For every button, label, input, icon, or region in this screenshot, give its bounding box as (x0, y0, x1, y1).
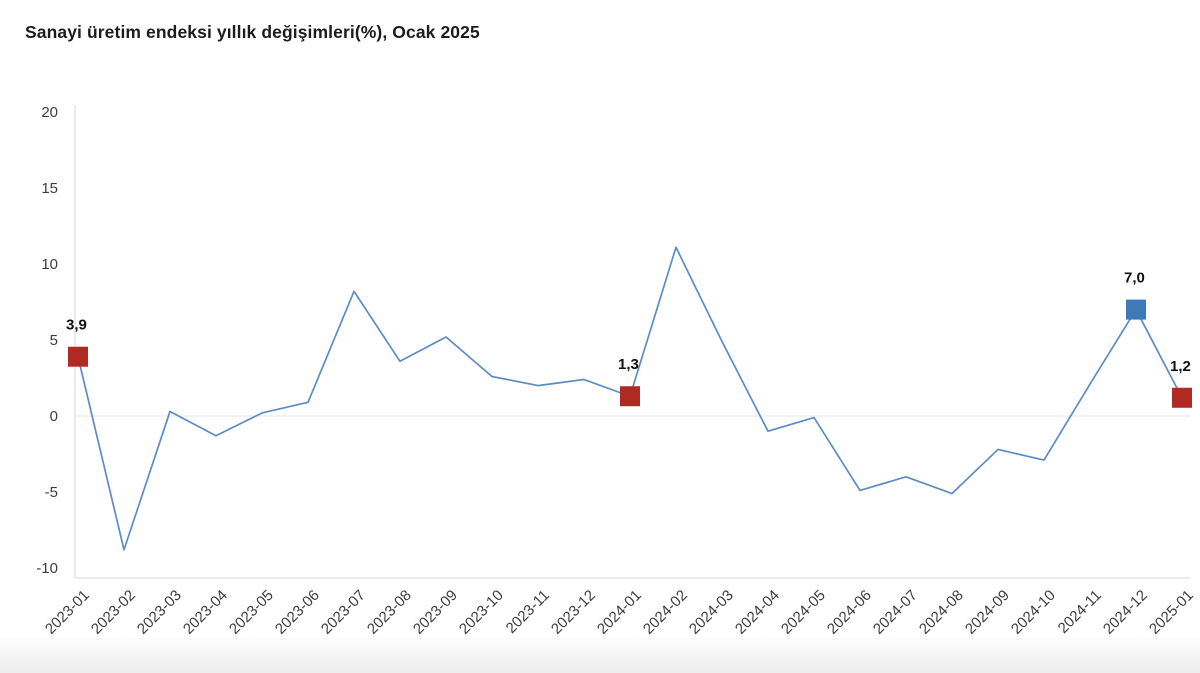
y-tick-label: 20 (41, 104, 58, 121)
x-tick-label: 2023-07 (318, 587, 369, 638)
x-tick-label: 2023-10 (456, 587, 507, 638)
y-tick-label: 10 (41, 256, 58, 273)
x-tick-label: 2023-05 (226, 587, 277, 638)
x-tick-label: 2023-04 (180, 587, 231, 638)
y-tick-label: 15 (41, 180, 58, 197)
x-tick-label: 2023-06 (272, 587, 323, 638)
x-tick-label: 2024-10 (1008, 587, 1059, 638)
x-tick-label: 2024-04 (732, 587, 783, 638)
y-tick-label: -5 (45, 484, 58, 501)
highlight-marker (1126, 299, 1146, 320)
x-tick-label: 2024-12 (1100, 587, 1151, 638)
highlight-marker (620, 386, 640, 407)
x-tick-label: 2024-07 (870, 587, 921, 638)
highlight-marker (68, 346, 88, 367)
x-tick-label: 2024-08 (916, 587, 967, 638)
point-label: 1,2 (1170, 358, 1191, 375)
x-tick-label: 2025-01 (1146, 587, 1197, 638)
x-tick-label: 2023-11 (503, 587, 553, 637)
y-tick-label: -10 (36, 560, 58, 577)
x-tick-label: 2023-08 (364, 587, 415, 638)
y-tick-label: 5 (50, 332, 58, 349)
x-tick-label: 2023-09 (410, 587, 461, 638)
point-label: 1,3 (618, 356, 639, 373)
x-tick-label: 2024-06 (824, 587, 875, 638)
point-label: 7,0 (1124, 270, 1145, 287)
x-tick-label: 2024-09 (962, 587, 1013, 638)
x-tick-label: 2023-01 (42, 587, 93, 638)
highlight-marker (1172, 387, 1192, 408)
x-tick-label: 2024-11 (1055, 587, 1105, 637)
x-tick-label: 2024-01 (594, 587, 645, 638)
point-label: 3,9 (66, 317, 87, 334)
x-tick-label: 2024-05 (778, 587, 829, 638)
x-tick-label: 2023-03 (134, 587, 185, 638)
x-tick-label: 2024-03 (686, 587, 737, 638)
x-tick-label: 2023-12 (548, 587, 599, 638)
chart-title: Sanayi üretim endeksi yıllık değişimleri… (25, 22, 480, 42)
x-tick-label: 2024-02 (640, 587, 691, 638)
y-tick-label: 0 (50, 408, 58, 425)
x-tick-label: 2023-02 (88, 587, 139, 638)
